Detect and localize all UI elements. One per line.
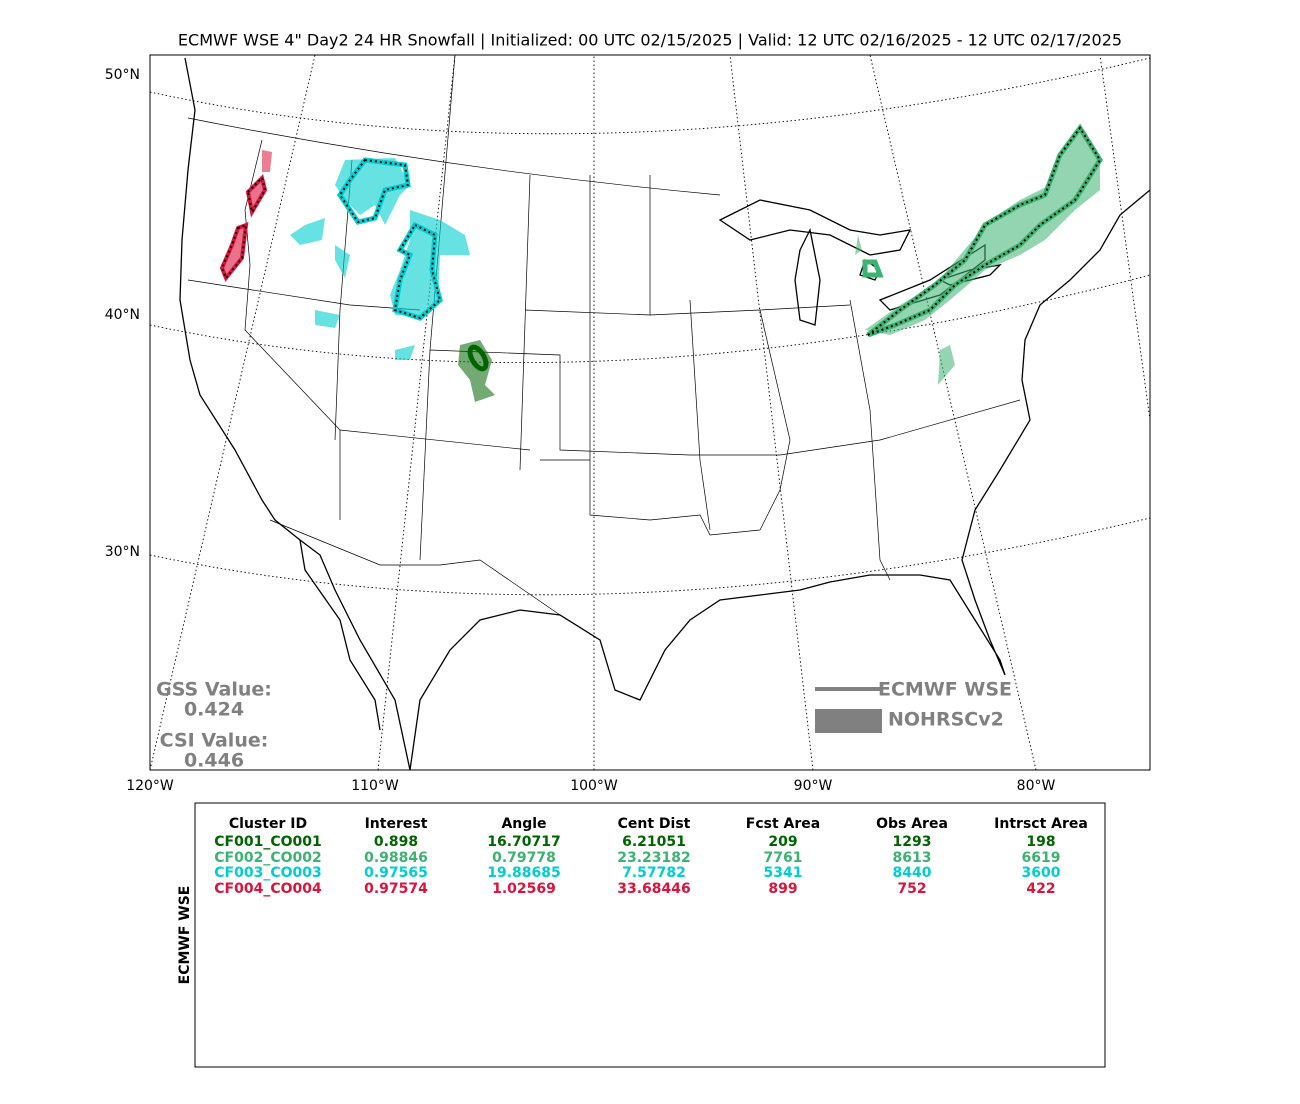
column-header: Cent Dist — [618, 816, 691, 832]
lon-labels: 120°W 110°W 100°W 90°W 80°W — [126, 778, 1055, 794]
table-cell: 0.97565 — [364, 865, 428, 881]
map-frame — [149, 54, 1151, 771]
scores: GSS Value: 0.424 CSI Value: 0.446 — [156, 679, 272, 772]
csi-label: CSI Value: — [160, 730, 269, 752]
table-cell: 7.57782 — [622, 865, 686, 881]
column-header: Interest — [365, 816, 428, 832]
table-frame — [194, 802, 1106, 1068]
fcst-outline — [219, 174, 268, 282]
legend-label: NOHRSCv2 — [888, 709, 1004, 731]
table-cell: 0.97574 — [364, 881, 428, 897]
gss-value: 0.424 — [184, 699, 244, 721]
table-cell: 23.23182 — [617, 850, 691, 866]
graticule — [150, 55, 1150, 770]
table-cell: 3600 — [1022, 865, 1061, 881]
clusters — [219, 123, 1103, 402]
table-cell: 422 — [1026, 881, 1055, 897]
table-cell: 19.88685 — [487, 865, 561, 881]
table-cell: 0.98846 — [364, 850, 428, 866]
table-cell: 8440 — [893, 865, 932, 881]
lat-labels: 50°N 40°N 30°N — [105, 67, 140, 560]
coastline — [179, 57, 1150, 770]
table-cell: 7761 — [764, 850, 803, 866]
column-header: Fcst Area — [746, 816, 820, 832]
obs-area — [855, 128, 1100, 385]
table-cell: 5341 — [764, 865, 803, 881]
lon-label: 90°W — [794, 778, 833, 794]
table-cell: 0.79778 — [492, 850, 556, 866]
title: ECMWF WSE 4" Day2 24 HR Snowfall | Initi… — [178, 31, 1122, 50]
table-cell: 0.898 — [374, 834, 418, 850]
map-content — [150, 55, 1150, 770]
fcst-outline — [467, 344, 489, 372]
legend-label: ECMWF WSE — [878, 679, 1012, 701]
lon-label: 100°W — [570, 778, 618, 794]
table-cell: 752 — [897, 881, 926, 897]
table-cell: CF001_CO001 — [214, 834, 321, 850]
column-header: Cluster ID — [229, 816, 307, 832]
lon-label: 80°W — [1017, 778, 1056, 794]
borders — [187, 55, 1021, 616]
table-cell: 8613 — [893, 850, 932, 866]
table-cell: 1293 — [893, 834, 932, 850]
lat-label: 30°N — [105, 544, 140, 560]
table-cell: 33.68446 — [617, 881, 691, 897]
table-cell: 1.02569 — [492, 881, 556, 897]
great-lakes — [718, 199, 1002, 326]
legend: ECMWF WSE NOHRSCv2 — [815, 679, 1012, 733]
table-cell: 16.70717 — [487, 834, 561, 850]
column-header: Angle — [501, 816, 546, 832]
csi-value: 0.446 — [184, 750, 244, 772]
table-cell: 6619 — [1022, 850, 1061, 866]
column-header: Intrsct Area — [994, 816, 1088, 832]
map: 50°N 40°N 30°N 120°W 110°W 100°W 90°W 80… — [105, 54, 1151, 794]
lat-label: 40°N — [105, 307, 140, 323]
stats-table: ECMWF WSE Cluster ID Interest Angle Cent Di… — [177, 802, 1106, 1068]
gss-label: GSS Value: — [156, 679, 272, 701]
column-header: Obs Area — [876, 816, 948, 832]
fcst-dots — [867, 126, 1102, 336]
table-cell: 6.21051 — [622, 834, 686, 850]
lat-label: 50°N — [105, 67, 140, 83]
lon-label: 110°W — [351, 778, 399, 794]
legend-swatch — [815, 709, 882, 733]
table-cell: CF002_CO002 — [214, 850, 321, 866]
obs-area — [290, 158, 470, 360]
table-cell: 899 — [768, 881, 797, 897]
table-cell: 209 — [768, 834, 797, 850]
table-cell: CF003_CO003 — [214, 865, 321, 881]
fcst-dots — [338, 158, 442, 320]
obs-area — [262, 150, 272, 172]
table-side-label: ECMWF WSE — [177, 886, 193, 985]
lon-label: 120°W — [126, 778, 174, 794]
table-cell: CF004_CO004 — [214, 881, 322, 897]
table-cell: 198 — [1026, 834, 1055, 850]
